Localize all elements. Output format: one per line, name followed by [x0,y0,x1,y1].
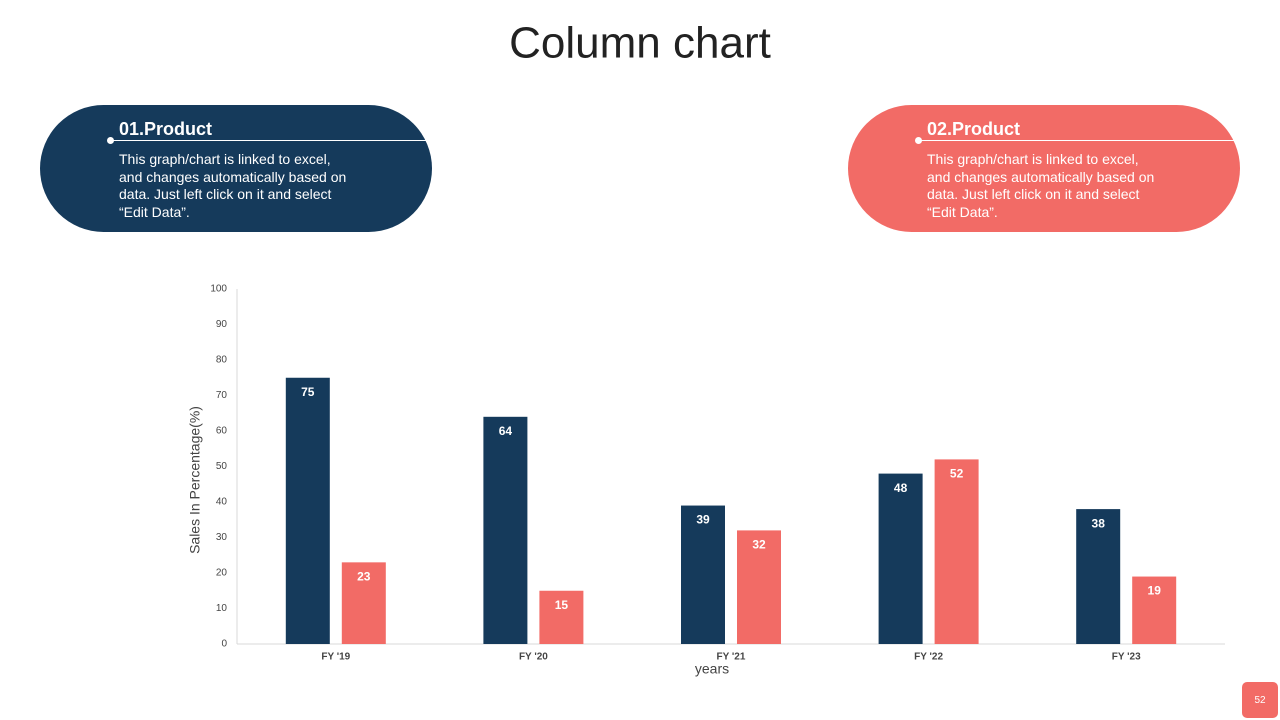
product-card: 02.Product This graph/chart is linked to… [848,105,1240,232]
bar [737,530,781,644]
card-heading: 01.Product [119,119,213,139]
value-label: 39 [696,513,710,527]
bar [483,416,528,644]
value-label: 19 [1148,584,1162,598]
value-label: 38 [1092,516,1106,530]
y-tick-label: 60 [216,426,228,437]
y-tick-label: 10 [216,603,228,614]
bar [681,505,725,644]
bar [539,590,584,644]
value-label: 75 [301,385,315,399]
bar [285,377,330,644]
product-card: 01.Product This graph/chart is linked to… [40,105,432,232]
card-dot [915,137,922,144]
value-label: 52 [950,467,964,481]
card-text: This graph/chart is linked to excel, and… [119,151,347,220]
bar [878,473,923,644]
value-label: 48 [894,481,908,495]
value-label: 23 [357,570,371,584]
y-tick-label: 100 [210,284,227,295]
y-tick-label: 0 [221,639,227,650]
y-axis-title: Sales In Percentage(%) [187,406,203,554]
card-text: This graph/chart is linked to excel, and… [927,151,1155,220]
bar [934,459,979,644]
y-tick-label: 30 [216,532,228,543]
y-tick-label: 70 [216,390,228,401]
x-tick-label: FY '22 [914,652,943,663]
card-rule [918,140,1240,141]
x-tick-label: FY '19 [321,652,350,663]
card-dot [107,137,114,144]
x-tick-label: FY '20 [519,652,548,663]
x-tick-label: FY '21 [717,652,746,663]
x-tick-label: FY '23 [1112,652,1141,663]
y-tick-label: 50 [216,461,228,472]
bar [1076,509,1121,644]
value-label: 15 [555,598,569,612]
value-label: 64 [499,424,513,438]
y-tick-label: 90 [216,319,228,330]
y-tick-label: 80 [216,355,228,366]
page-number: 52 [1242,682,1278,718]
card-heading: 02.Product [927,119,1021,139]
x-axis-title: years [695,661,729,677]
y-tick-label: 20 [216,568,228,579]
value-label: 32 [752,538,766,552]
card-rule [110,140,432,141]
bar [341,562,386,644]
y-tick-label: 40 [216,497,228,508]
slide-title: Column chart [509,19,771,68]
bar [1132,576,1177,644]
